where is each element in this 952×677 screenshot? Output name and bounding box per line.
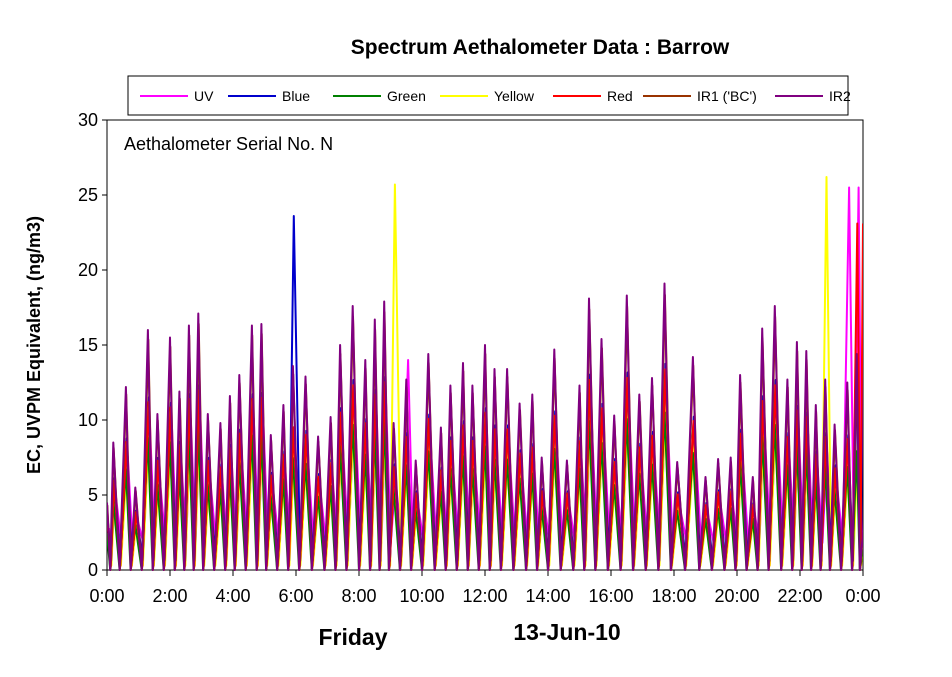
day-label: Friday	[318, 624, 387, 650]
y-axis-label: EC, UVPM Equivalent, (ng/m3)	[24, 216, 44, 474]
y-axis: 0 5 10 15 20 25 30	[78, 110, 107, 580]
legend: UV Blue Green Yellow Red IR1 ('BC') IR2	[140, 88, 851, 104]
y-tick-label: 20	[78, 260, 98, 280]
x-tick-label: 8:00	[341, 586, 376, 606]
y-tick-label: 30	[78, 110, 98, 130]
legend-label: Blue	[282, 88, 310, 104]
legend-label: Green	[387, 88, 426, 104]
x-tick-label: 0:00	[845, 586, 880, 606]
x-tick-label: 6:00	[278, 586, 313, 606]
x-tick-label: 14:00	[525, 586, 570, 606]
x-tick-label: 0:00	[89, 586, 124, 606]
legend-label: IR2	[829, 88, 851, 104]
x-tick-label: 12:00	[462, 586, 507, 606]
x-tick-label: 2:00	[152, 586, 187, 606]
y-tick-label: 0	[88, 560, 98, 580]
x-axis: 0:00 2:00 4:00 6:00 8:00 10:00 12:00 14:00 16:00…	[89, 570, 881, 606]
legend-label: IR1 ('BC')	[697, 88, 757, 104]
x-tick-label: 4:00	[215, 586, 250, 606]
series-line	[107, 282, 863, 571]
y-tick-label: 15	[78, 335, 98, 355]
y-tick-label: 10	[78, 410, 98, 430]
legend-label: Yellow	[494, 88, 535, 104]
series-layer	[107, 176, 863, 571]
date-label: 13-Jun-10	[513, 619, 620, 645]
x-tick-label: 16:00	[588, 586, 633, 606]
x-tick-label: 18:00	[651, 586, 696, 606]
chart-title: Spectrum Aethalometer Data : Barrow	[351, 36, 730, 59]
x-tick-label: 22:00	[777, 586, 822, 606]
y-tick-label: 25	[78, 185, 98, 205]
legend-label: Red	[607, 88, 633, 104]
serial-annotation: Aethalometer Serial No. N	[124, 134, 333, 154]
x-tick-label: 10:00	[399, 586, 444, 606]
y-tick-label: 5	[88, 485, 98, 505]
legend-label: UV	[194, 88, 214, 104]
x-tick-label: 20:00	[714, 586, 759, 606]
